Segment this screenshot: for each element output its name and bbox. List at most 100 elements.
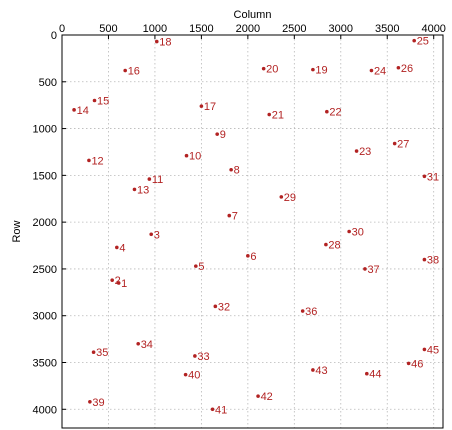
x-tick-label: 2500 xyxy=(282,23,306,35)
point-label: 17 xyxy=(204,101,216,113)
data-point: 8 xyxy=(229,165,240,177)
point-marker xyxy=(72,108,76,112)
x-tick-label: 2000 xyxy=(236,23,260,35)
data-point: 22 xyxy=(325,107,342,119)
data-point: 28 xyxy=(324,240,341,252)
point-marker xyxy=(132,187,137,192)
data-point: 40 xyxy=(183,370,200,382)
data-point: 4 xyxy=(115,242,125,254)
data-point: 6 xyxy=(246,251,256,263)
point-marker xyxy=(406,361,411,366)
point-label: 37 xyxy=(367,264,379,276)
point-label: 21 xyxy=(272,110,284,122)
point-marker xyxy=(87,158,91,163)
point-label: 27 xyxy=(397,139,409,151)
point-label: 19 xyxy=(315,65,327,77)
y-tick-label: 4000 xyxy=(33,404,57,416)
data-point: 26 xyxy=(396,63,413,75)
point-label: 10 xyxy=(189,151,201,163)
point-marker xyxy=(123,68,127,73)
point-label: 29 xyxy=(284,192,296,204)
data-point: 1 xyxy=(116,278,127,290)
point-label: 26 xyxy=(401,63,413,75)
data-point: 33 xyxy=(193,351,210,363)
data-point: 2 xyxy=(110,275,121,287)
x-tick-label: 1500 xyxy=(189,23,213,35)
y-tick-label: 1500 xyxy=(33,170,57,182)
point-marker xyxy=(311,67,315,72)
data-point: 44 xyxy=(365,369,382,381)
point-marker xyxy=(154,39,159,44)
point-label: 8 xyxy=(234,165,240,177)
point-label: 3 xyxy=(154,229,160,241)
point-marker xyxy=(183,372,188,377)
data-point: 24 xyxy=(369,66,386,78)
data-point: 41 xyxy=(210,404,227,416)
point-marker xyxy=(213,304,218,309)
data-point: 14 xyxy=(72,105,89,117)
point-marker xyxy=(193,354,197,358)
point-marker xyxy=(184,153,189,158)
point-label: 42 xyxy=(261,391,273,403)
point-marker xyxy=(354,149,359,153)
data-point: 31 xyxy=(422,171,439,183)
data-point: 46 xyxy=(406,358,423,370)
point-marker xyxy=(396,65,401,70)
point-label: 22 xyxy=(329,107,341,119)
data-point: 27 xyxy=(392,139,409,151)
point-marker xyxy=(246,254,250,258)
point-label: 45 xyxy=(427,344,439,356)
point-marker xyxy=(325,109,329,114)
point-marker xyxy=(227,213,232,218)
point-label: 23 xyxy=(359,146,371,158)
point-label: 13 xyxy=(137,184,149,196)
point-label: 1 xyxy=(121,278,127,290)
point-marker xyxy=(110,278,114,282)
point-label: 33 xyxy=(197,351,209,363)
data-point: 36 xyxy=(300,306,317,318)
data-point: 25 xyxy=(412,36,429,48)
x-axis-ticks: 0 500 1000 1500 2000 2500 3000 3500 4000 xyxy=(59,23,446,39)
y-tick-label: 2500 xyxy=(33,264,57,276)
point-label: 11 xyxy=(152,174,163,186)
y-tick-label: 1000 xyxy=(33,124,57,136)
point-marker xyxy=(422,174,427,179)
y-axis-label: Row xyxy=(11,220,23,242)
point-label: 40 xyxy=(188,370,200,382)
data-point: 39 xyxy=(88,397,105,409)
point-marker xyxy=(422,257,427,262)
data-point: 38 xyxy=(422,255,439,267)
data-point: 5 xyxy=(194,261,204,273)
point-marker xyxy=(115,245,119,250)
y-tick-label: 3500 xyxy=(33,358,57,370)
point-label: 7 xyxy=(232,211,238,223)
data-point: 17 xyxy=(199,101,216,113)
data-point: 37 xyxy=(363,264,380,276)
point-label: 16 xyxy=(128,66,140,78)
data-point: 19 xyxy=(311,65,328,77)
data-point: 13 xyxy=(132,184,149,196)
point-marker xyxy=(136,341,140,346)
point-label: 31 xyxy=(427,171,439,183)
point-label: 2 xyxy=(115,275,121,287)
point-label: 41 xyxy=(215,404,227,416)
point-marker xyxy=(210,407,215,412)
data-point: 10 xyxy=(184,151,201,163)
data-point: 20 xyxy=(261,64,278,76)
point-label: 15 xyxy=(97,96,109,108)
point-label: 14 xyxy=(77,105,89,117)
point-label: 18 xyxy=(159,37,171,49)
point-label: 44 xyxy=(369,369,381,381)
point-marker xyxy=(92,98,97,103)
point-marker xyxy=(324,242,328,247)
point-marker xyxy=(369,68,374,73)
point-marker xyxy=(116,281,121,285)
point-marker xyxy=(392,141,397,146)
point-marker xyxy=(88,400,92,404)
point-label: 32 xyxy=(218,301,230,313)
point-label: 43 xyxy=(315,365,327,377)
point-label: 5 xyxy=(198,261,204,273)
point-label: 24 xyxy=(374,66,386,78)
data-point: 30 xyxy=(347,227,364,239)
